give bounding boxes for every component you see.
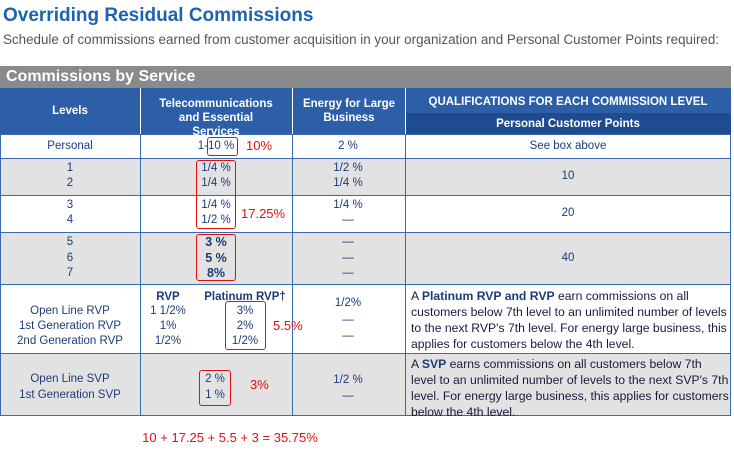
platinum-rate: 2%	[236, 320, 254, 332]
energy-rate: 1/2 %	[333, 162, 363, 174]
telecom-rate: 3 %	[205, 235, 227, 249]
energy-rate: —	[342, 252, 354, 264]
row-bg	[0, 232, 731, 284]
level: 5	[66, 236, 74, 248]
annotation: 5.5%	[273, 318, 303, 333]
subheader-bg	[405, 113, 731, 134]
energy-rate: 1/4 %	[333, 199, 363, 211]
level: Personal	[47, 140, 93, 152]
telecom-rate: 1/2 %	[201, 214, 231, 226]
row-bg	[0, 158, 731, 195]
annotation: 10%	[246, 138, 273, 153]
energy-rate: —	[342, 390, 354, 402]
column-header: Energy for Large Business	[302, 98, 396, 124]
col-border	[730, 134, 731, 415]
telecom-rate: 1/4 %	[201, 199, 231, 211]
rvp-header: RVP	[156, 291, 180, 303]
annotation-total: 10 + 17.25 + 5.5 + 3 = 35.75%	[142, 430, 318, 445]
highlight-box	[196, 234, 236, 281]
energy-rate: —	[342, 314, 354, 326]
telecom-rate: 1-10 %	[197, 140, 235, 152]
platinum-rate: 3%	[236, 305, 254, 317]
energy-rate: —	[342, 214, 354, 226]
energy-rate: —	[342, 236, 354, 248]
customer-points: 40	[561, 252, 575, 264]
subheader: Personal Customer Points	[496, 118, 640, 130]
energy-rate: 1/2 %	[333, 374, 363, 386]
highlight-box	[225, 301, 266, 350]
customer-points: See box above	[529, 140, 607, 152]
telecom-rate: 1/4 %	[201, 162, 231, 174]
note: A SVP earns commissions on all customers…	[411, 356, 729, 420]
annotation: 3%	[250, 377, 269, 392]
row-border	[0, 195, 731, 196]
energy-rate: —	[342, 267, 354, 279]
row-border	[0, 158, 731, 159]
platinum-rate: 1/2%	[231, 335, 259, 347]
level: 3	[66, 199, 74, 211]
header-divider	[140, 88, 141, 134]
telecom-rate: 1 %	[205, 389, 225, 401]
col-border	[0, 134, 1, 415]
row-border	[0, 134, 731, 135]
row-bg	[0, 353, 731, 415]
telecom-rate: 8%	[206, 266, 226, 280]
title: Overriding Residual Commissions	[3, 5, 314, 26]
energy-rate: 2 %	[338, 140, 358, 152]
row-border	[0, 232, 731, 233]
column-header: QUALIFICATIONS FOR EACH COMMISSION LEVEL	[428, 96, 708, 108]
note-emphasis: SVP	[421, 357, 447, 371]
note-text: A	[411, 289, 419, 303]
level: 6	[66, 252, 74, 264]
rvp-rate: 1%	[159, 320, 177, 332]
energy-rate: —	[342, 330, 354, 342]
row-border	[0, 353, 731, 354]
level: 2	[66, 177, 74, 189]
telecom-rate: 2 %	[205, 373, 225, 385]
note-text: earn commissions on all customers below …	[411, 289, 727, 351]
rvp-rate: 1/2%	[154, 335, 182, 347]
level: Open Line SVP	[30, 373, 110, 385]
highlight-box	[196, 160, 236, 229]
platinum-header: Platinum RVP†	[204, 291, 286, 303]
telecom-rate: 1/4 %	[201, 177, 231, 189]
row-border	[0, 415, 731, 416]
telecom-rate: 5 %	[205, 251, 227, 265]
header-divider	[405, 88, 406, 134]
level: 7	[66, 267, 74, 279]
level: 4	[66, 214, 74, 226]
customer-points: 20	[561, 207, 575, 219]
col-border	[140, 134, 141, 415]
customer-points: 10	[561, 170, 575, 182]
note-text: A	[411, 357, 419, 371]
energy-rate: 1/4 %	[333, 177, 363, 189]
note: A Platinum RVP and RVP earn commissions …	[411, 288, 729, 352]
energy-rate: 1/2%	[334, 297, 362, 309]
note-text: earns commissions on all customers below…	[411, 357, 729, 419]
column-header: Telecommunications and Essential Service…	[159, 98, 273, 138]
level: 2nd Generation RVP	[17, 335, 123, 347]
col-border	[405, 134, 406, 415]
header-divider	[292, 88, 293, 134]
level: 1	[66, 162, 74, 174]
highlight-box	[199, 370, 231, 406]
annotation: 17.25%	[241, 206, 286, 221]
note-emphasis: Platinum RVP and RVP	[421, 289, 555, 303]
section-title: Commissions by Service	[6, 68, 196, 85]
level: 1st Generation SVP	[19, 389, 121, 401]
highlight-box	[207, 137, 238, 156]
row-border	[0, 284, 731, 285]
section-bar	[0, 66, 731, 88]
col-border	[292, 134, 293, 415]
rvp-rate: 1 1/2%	[150, 305, 186, 317]
level: 1st Generation RVP	[18, 320, 122, 332]
level: Open Line RVP	[30, 305, 110, 317]
subtitle: Schedule of commissions earned from cust…	[3, 32, 720, 47]
column-header: Levels	[52, 105, 88, 117]
